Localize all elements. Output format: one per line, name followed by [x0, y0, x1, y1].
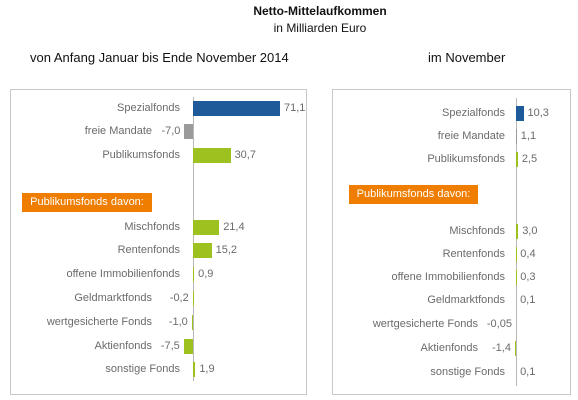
value-label-rentenfonds: 0,4 [520, 248, 536, 260]
axis-line [516, 98, 517, 386]
value-label-publikumsfonds: 2,5 [521, 153, 538, 165]
value-label-offene-immobilienfonds: 0,3 [520, 271, 536, 283]
category-label-sonstige-fonds: sonstige Fonds [105, 363, 180, 375]
category-label-mischfonds: Mischfonds [449, 225, 505, 237]
category-label-geldmarktfonds: Geldmarktfonds [74, 292, 152, 304]
category-label-spezialfonds: Spezialfonds [442, 107, 505, 119]
value-label-aktienfonds: -1,4 [492, 342, 511, 354]
bar-mischfonds [193, 219, 220, 235]
bar-freie-mandate [184, 123, 193, 139]
bar-publikumsfonds [193, 147, 231, 163]
category-label-rentenfonds: Rentenfonds [442, 248, 505, 260]
bar-spezialfonds [193, 100, 281, 116]
category-label-spezialfonds: Spezialfonds [117, 102, 180, 114]
bar-spezialfonds [516, 105, 524, 121]
page-subtitle: in Milliarden Euro [273, 21, 367, 35]
value-label-offene-immobilienfonds: 0,9 [198, 268, 214, 280]
bar-wertgesicherte-fonds [191, 314, 193, 330]
value-label-mischfonds: 21,4 [223, 221, 245, 233]
value-label-mischfonds: 3,0 [522, 225, 538, 237]
value-label-sonstige-fonds: 1,9 [199, 363, 215, 375]
category-label-wertgesicherte-fonds: wertgesicherte Fonds [46, 316, 152, 328]
group-heading-publikumsfonds-davon: Publikumsfonds davon: [349, 185, 478, 204]
panel-title-november: im November [428, 50, 506, 65]
value-label-freie-mandate: 1,1 [520, 130, 537, 142]
category-label-freie-mandate: freie Mandate [84, 125, 152, 137]
group-heading-publikumsfonds-davon: Publikumsfonds davon: [22, 193, 152, 212]
category-label-freie-mandate: freie Mandate [437, 130, 505, 142]
bar-aktienfonds [514, 340, 516, 356]
category-label-publikumsfonds: Publikumsfonds [427, 153, 505, 165]
chart-panel-ytd: Spezialfonds 71,1 freie Mandate -7,0 Publiku… [10, 89, 307, 395]
bar-offene-immobilienfonds [193, 266, 195, 282]
page-title: Netto-Mittelaufkommen [253, 4, 387, 18]
chart-heading: Netto-Mittelaufkommen in Milliarden Euro [220, 4, 420, 36]
bar-freie-mandate [516, 128, 517, 144]
category-label-aktienfonds: Aktienfonds [420, 342, 478, 354]
bar-mischfonds [516, 223, 519, 239]
value-label-aktienfonds: -7,5 [160, 340, 180, 352]
category-label-rentenfonds: Rentenfonds [117, 244, 180, 256]
value-label-rentenfonds: 15,2 [215, 244, 238, 256]
value-label-wertgesicherte-fonds: -0,05 [486, 318, 512, 330]
category-label-offene-immobilienfonds: offene Immobilienfonds [66, 268, 180, 280]
value-label-wertgesicherte-fonds: -1,0 [168, 316, 188, 328]
category-label-geldmarktfonds: Geldmarktfonds [427, 294, 505, 306]
category-label-aktienfonds: Aktienfonds [94, 340, 152, 352]
value-label-freie-mandate: -7,0 [161, 125, 181, 137]
value-label-publikumsfonds: 30,7 [234, 149, 256, 161]
category-label-offene-immobilienfonds: offene Immobilienfonds [391, 271, 505, 283]
category-label-sonstige-fonds: sonstige Fonds [430, 366, 505, 378]
bar-aktienfonds [183, 338, 193, 354]
value-label-geldmarktfonds: 0,1 [520, 294, 536, 306]
value-label-sonstige-fonds: 0,1 [520, 366, 536, 378]
value-label-geldmarktfonds: -0,2 [169, 292, 189, 304]
bar-rentenfonds [193, 242, 212, 258]
bar-sonstige-fonds [193, 361, 196, 377]
bar-publikumsfonds [516, 151, 518, 167]
category-label-publikumsfonds: Publikumsfonds [102, 149, 180, 161]
value-label-spezialfonds: 71,1 [284, 102, 306, 114]
value-label-spezialfonds: 10,3 [527, 107, 549, 119]
category-label-mischfonds: Mischfonds [124, 221, 180, 233]
chart-panel-november: Spezialfonds 10,3 freie Mandate 1,1 Publikum… [332, 89, 571, 395]
category-label-wertgesicherte-fonds: wertgesicherte Fonds [372, 318, 478, 330]
panel-title-ytd: von Anfang Januar bis Ende November 2014 [30, 50, 289, 65]
axis-line [193, 97, 194, 381]
